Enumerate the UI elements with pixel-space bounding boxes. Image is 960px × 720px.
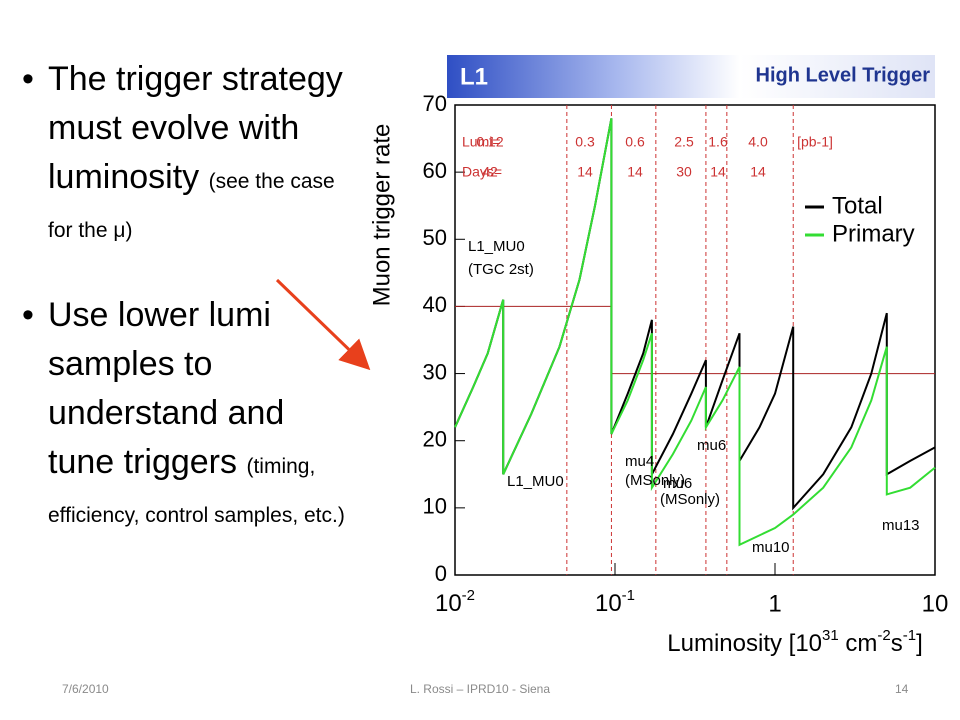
banner [447,55,935,98]
x-tick-label: 10-1 [595,587,635,617]
x-label-part: -2 [877,627,890,644]
y-tick-label: 50 [423,225,447,250]
lumi-value: 4.0 [748,134,768,150]
banner-left: L1 [460,63,488,90]
days-value: 30 [676,164,692,180]
annotation: L1_MU0 [468,238,525,255]
footer-date: 7/6/2010 [62,682,109,696]
x-label-part: ] [916,630,923,657]
days-value: 42 [482,164,498,180]
lumi-value: 0.6 [625,134,645,150]
days-value: 14 [710,164,726,180]
footer-page: 14 [895,682,909,696]
y-tick-label: 10 [423,494,447,519]
y-tick-label: 40 [423,292,447,317]
bullet: Use lower lumi samples to understand and… [22,291,352,536]
bullet-list: The trigger strategy must evolve with lu… [22,55,352,576]
x-tick-label: 10 [922,590,949,617]
days-value: 14 [627,164,643,180]
y-tick-label: 0 [435,561,447,586]
x-label-part: s [891,630,903,657]
lumi-value: 1.6 [708,134,728,150]
y-axis-label: Muon trigger rate [368,124,395,307]
y-tick-label: 30 [423,359,447,384]
x-label-part: 31 [822,627,839,644]
days-value: 14 [577,164,593,180]
y-tick-label: 20 [423,427,447,452]
legend-label: Total [832,192,883,219]
x-axis-label: Luminosity [1031 cm-2s-1] [667,627,922,657]
y-tick-label: 60 [423,158,447,183]
bullet-text: The trigger strategy must evolve with lu… [48,60,343,196]
annotation: L1_MU0 [507,473,564,490]
annotation: mu6 [663,475,692,492]
lumi-label: Lumi= [462,134,501,150]
series-line [454,118,936,511]
banner-right: High Level Trigger [756,64,931,86]
series-line [454,118,936,547]
x-tick-base: 10 [595,590,622,617]
days-value: 14 [750,164,766,180]
lumi-value: 0.12 [476,134,503,150]
annotation: mu10 [752,539,790,556]
x-label-part: Luminosity [10 [667,630,822,657]
arrow [275,278,371,371]
bullet-note: (see the case for the μ) [48,170,335,242]
annotation: mu4 [625,453,654,470]
x-tick-exponent: -1 [622,587,635,604]
lumi-value: [pb-1] [797,134,833,150]
lumi-value: 0.3 [575,134,595,150]
annotation: mu6 [697,437,726,454]
x-tick-label: 10-2 [435,587,475,617]
x-label-part: cm [839,630,878,657]
x-tick-exponent: -2 [462,587,475,604]
x-tick-label: 1 [768,590,781,617]
y-tick-label: 70 [423,91,447,116]
annotation: mu13 [882,517,920,534]
bullet-text: Use lower lumi samples to understand and… [48,296,285,481]
bullet: The trigger strategy must evolve with lu… [22,55,352,251]
lumi-value: 2.5 [674,134,694,150]
annotation: (MSonly) [625,472,685,489]
annotation: (TGC 2st) [468,261,534,278]
legend-label: Primary [832,220,915,247]
plot-frame [454,104,936,576]
x-label-part: -1 [903,627,916,644]
days-label: Days= [462,164,502,180]
x-tick-base: 10 [435,590,462,617]
footer-center: L. Rossi – IPRD10 - Siena [409,682,551,696]
bullet-note: (timing, efficiency, control samples, et… [48,455,345,527]
annotation: (MSonly) [660,491,720,508]
